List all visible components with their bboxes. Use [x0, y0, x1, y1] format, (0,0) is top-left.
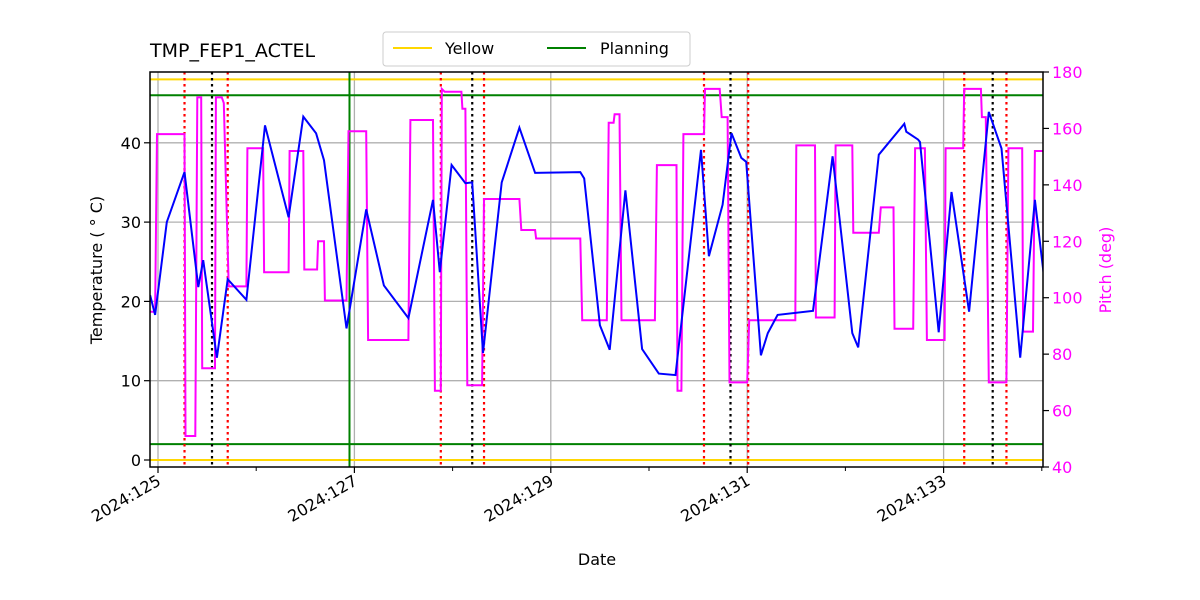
legend-label-planning: Planning — [600, 39, 669, 58]
limit-lines — [150, 72, 1043, 467]
legend-box — [382, 31, 691, 67]
y-tick-label: 40 — [121, 134, 141, 153]
y2-axis-label: Pitch (deg) — [1096, 227, 1115, 314]
y2-tick-label: 120 — [1052, 232, 1083, 251]
y-tick-label: 0 — [131, 451, 141, 470]
axes-frame — [149, 71, 1044, 468]
y2-tick-label: 40 — [1052, 458, 1072, 477]
y-tick-label: 10 — [121, 372, 141, 391]
y-axis-left: 0 10 20 30 40 — [121, 134, 150, 470]
temperature-line — [150, 111, 1043, 377]
chart-title: TMP_FEP1_ACTEL — [149, 40, 315, 62]
y2-tick-label: 100 — [1052, 289, 1083, 308]
y2-tick-label: 180 — [1052, 63, 1083, 82]
y-tick-label: 20 — [121, 292, 141, 311]
legend-label-yellow: Yellow — [444, 39, 494, 58]
y2-tick-label: 140 — [1052, 176, 1083, 195]
legend: Yellow Planning — [382, 31, 691, 67]
y2-tick-label: 160 — [1052, 119, 1083, 138]
y-axis-label: Temperature ( ° C) — [87, 196, 106, 345]
y2-tick-label: 60 — [1052, 402, 1072, 421]
y-tick-label: 30 — [121, 213, 141, 232]
y-axis-right: 40 60 80 100 120 140 160 180 — [1043, 63, 1083, 477]
y2-tick-label: 80 — [1052, 345, 1072, 364]
data-series — [150, 86, 1043, 437]
x-axis-label: Date — [578, 550, 616, 569]
